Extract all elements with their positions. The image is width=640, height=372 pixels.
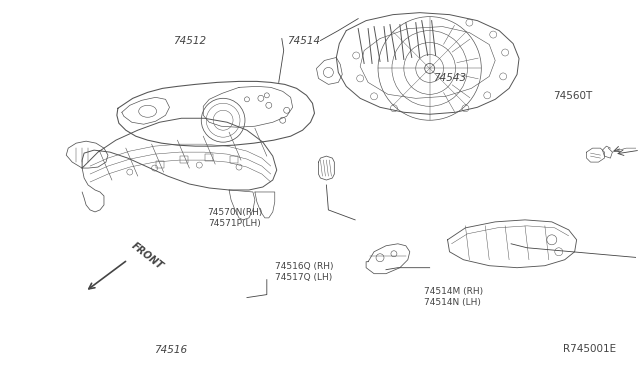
- Text: R745001E: R745001E: [563, 344, 616, 355]
- Bar: [205, 154, 213, 161]
- Text: 74514: 74514: [287, 36, 320, 46]
- Bar: [180, 156, 188, 163]
- Text: 74514M (RH)
74514N (LH): 74514M (RH) 74514N (LH): [424, 288, 483, 307]
- Text: 74560T: 74560T: [554, 91, 593, 101]
- Text: 74516: 74516: [154, 344, 188, 355]
- Text: 74570N(RH)
74571P(LH): 74570N(RH) 74571P(LH): [207, 208, 262, 228]
- Bar: [230, 156, 238, 163]
- Text: 74512: 74512: [173, 36, 207, 46]
- Text: 74516Q (RH)
74517Q (LH): 74516Q (RH) 74517Q (LH): [275, 262, 333, 282]
- Bar: [156, 161, 164, 168]
- Text: 74543: 74543: [433, 73, 466, 83]
- Text: FRONT: FRONT: [130, 240, 165, 271]
